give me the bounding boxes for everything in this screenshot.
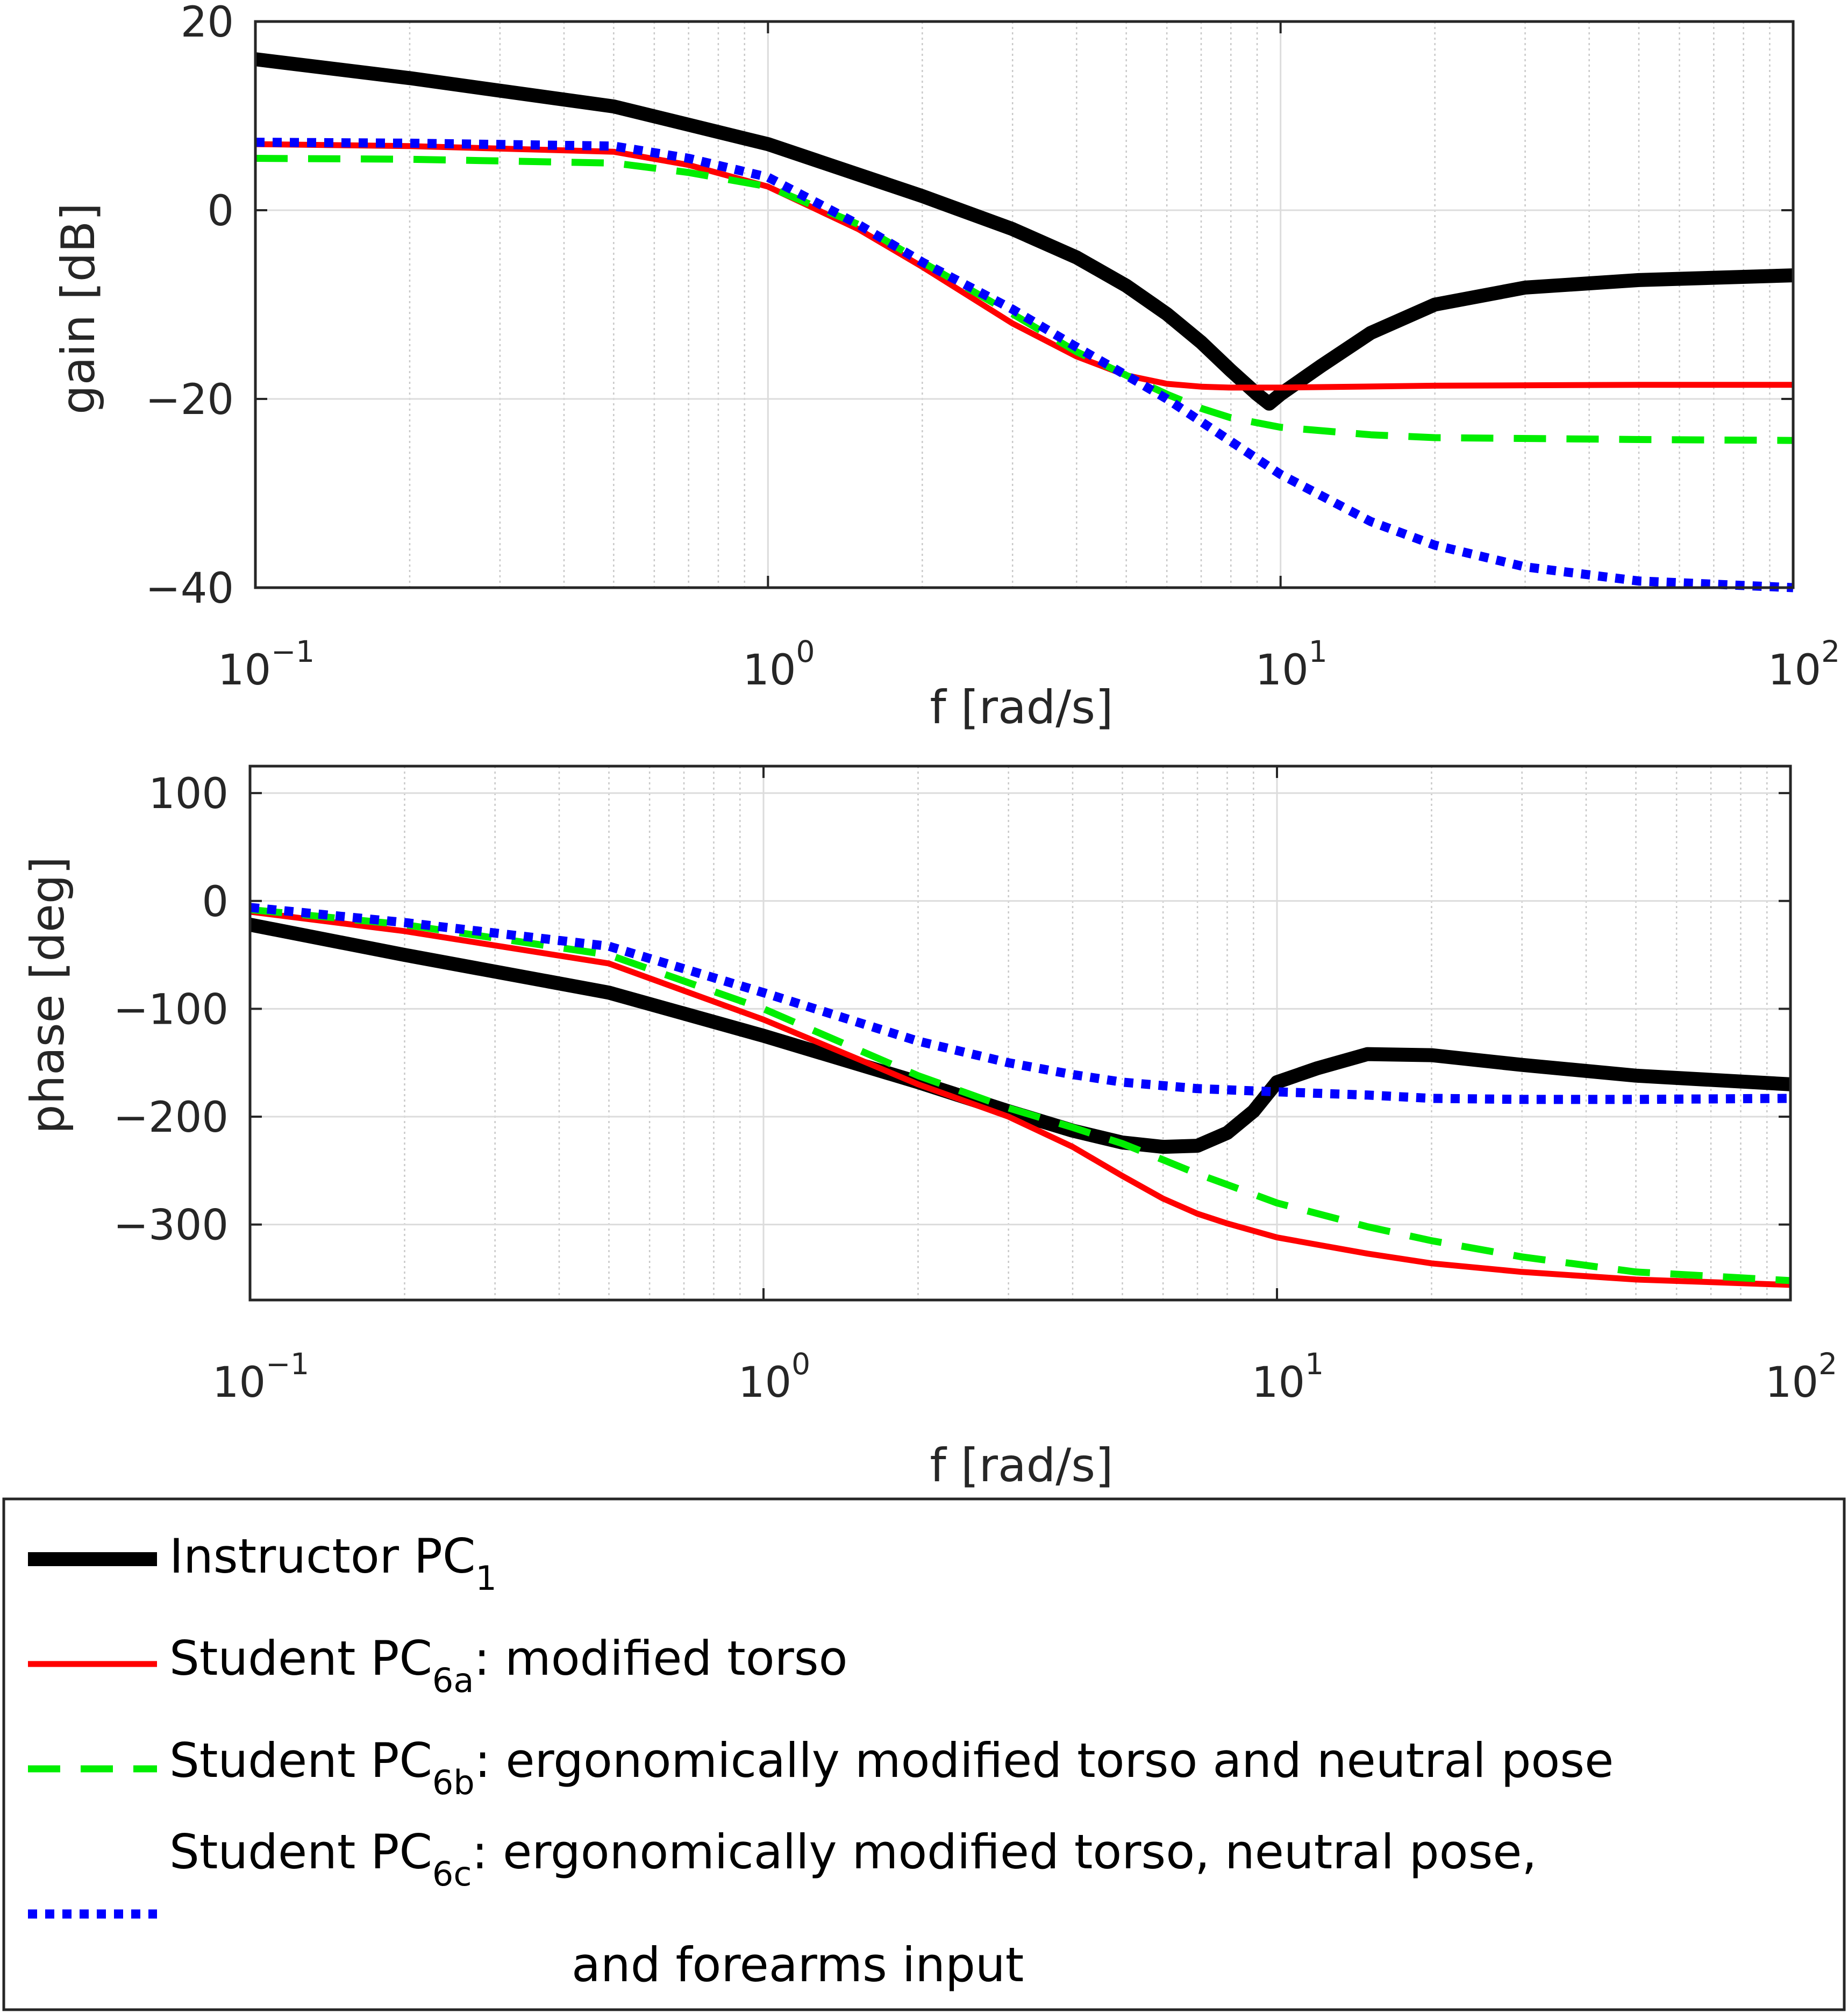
gain-axes-frame: [254, 20, 1795, 589]
phase-series-1: [250, 909, 1790, 1288]
gain-series-1: [255, 141, 1793, 391]
legend-sub-6a: 6a: [432, 1661, 474, 1700]
legend-sub-6c: 6c: [432, 1854, 472, 1894]
gain-series-3: [255, 138, 1793, 592]
legend-item-instructor-pc1: Instructor PC1: [28, 1529, 497, 1598]
legend: Instructor PC1 Student PC6a: modified to…: [2, 1497, 1846, 2011]
gain-series-0: [255, 52, 1793, 411]
gain-y-axis-label: gain [dB]: [52, 203, 105, 415]
legend-label-student-6a: Student PC: [169, 1631, 432, 1686]
gain-xtick-label: 102: [1768, 634, 1840, 695]
svg-text:Student PC6a: modified torso: Student PC6a: modified torso: [169, 1631, 847, 1700]
phase-ytick-label: 100: [148, 770, 229, 818]
legend-label-student-6c: Student PC: [169, 1824, 432, 1880]
legend-desc-6c: : ergonomically modified torso, neutral …: [472, 1824, 1537, 1880]
gain-ticks: 20 0 −20 −40 10−1 100 101 102: [145, 0, 1840, 695]
gain-ytick-label: −40: [145, 565, 234, 613]
phase-ytick-label: −200: [113, 1094, 229, 1142]
gain-ytick-label: 0: [207, 187, 234, 235]
legend-item-student-pc6c: Student PC6c: ergonomically modified tor…: [28, 1824, 1537, 1992]
legend-sub-instructor: 1: [475, 1559, 496, 1598]
svg-text:Instructor PC1: Instructor PC1: [169, 1529, 497, 1598]
legend-label-instructor: Instructor PC: [169, 1529, 475, 1584]
svg-text:Student PC6b: ergonomically mo: Student PC6b: ergonomically modified tor…: [169, 1733, 1614, 1802]
legend-item-student-pc6a: Student PC6a: modified torso: [28, 1631, 847, 1700]
legend-item-student-pc6b: Student PC6b: ergonomically modified tor…: [28, 1733, 1614, 1802]
phase-ticks: 100 0 −100 −200 −300 10−1 100 101 102: [113, 766, 1837, 1407]
phase-axes-frame: [248, 765, 1792, 1302]
phase-series-3: [250, 903, 1790, 1104]
gain-x-axis-label: f [rad/s]: [930, 681, 1113, 734]
legend-box: [2, 1497, 1846, 2011]
gain-xtick-label: 101: [1255, 634, 1328, 695]
phase-ytick-label: −100: [113, 985, 229, 1034]
gain-xtick-label: 10−1: [218, 634, 315, 695]
legend-desc2-6c: and forearms input: [572, 1937, 1024, 1992]
legend-sub-6b: 6b: [432, 1763, 475, 1802]
svg-text:Student PC6c: ergonomically mo: Student PC6c: ergonomically modified tor…: [169, 1824, 1537, 1894]
gain-series-2: [255, 155, 1793, 444]
phase-xtick-label: 102: [1765, 1347, 1837, 1407]
gain-lines: [255, 52, 1793, 592]
phase-xtick-label: 101: [1252, 1347, 1324, 1407]
phase-y-axis-label: phase [deg]: [21, 856, 75, 1134]
gain-xtick-label: 100: [743, 634, 815, 695]
phase-ytick-label: 0: [202, 878, 229, 926]
gain-plot: 20 0 −20 −40 10−1 100 101 102 f [rad/s] gain [d…: [52, 0, 1840, 734]
phase-xtick-label: 100: [738, 1347, 810, 1407]
phase-xtick-label: 10−1: [212, 1347, 309, 1407]
legend-desc-6b: : ergonomically modified torso and neutr…: [475, 1733, 1614, 1788]
legend-desc-6a: : modified torso: [474, 1631, 847, 1686]
phase-ytick-label: −300: [113, 1202, 229, 1250]
gain-ytick-label: 20: [181, 0, 234, 47]
phase-series-0: [250, 918, 1790, 1154]
phase-x-axis-label: f [rad/s]: [930, 1439, 1113, 1492]
phase-lines: [250, 903, 1790, 1288]
phase-series-2: [250, 906, 1790, 1284]
legend-label-student-6b: Student PC: [169, 1733, 432, 1788]
gain-ytick-label: −20: [145, 376, 234, 424]
